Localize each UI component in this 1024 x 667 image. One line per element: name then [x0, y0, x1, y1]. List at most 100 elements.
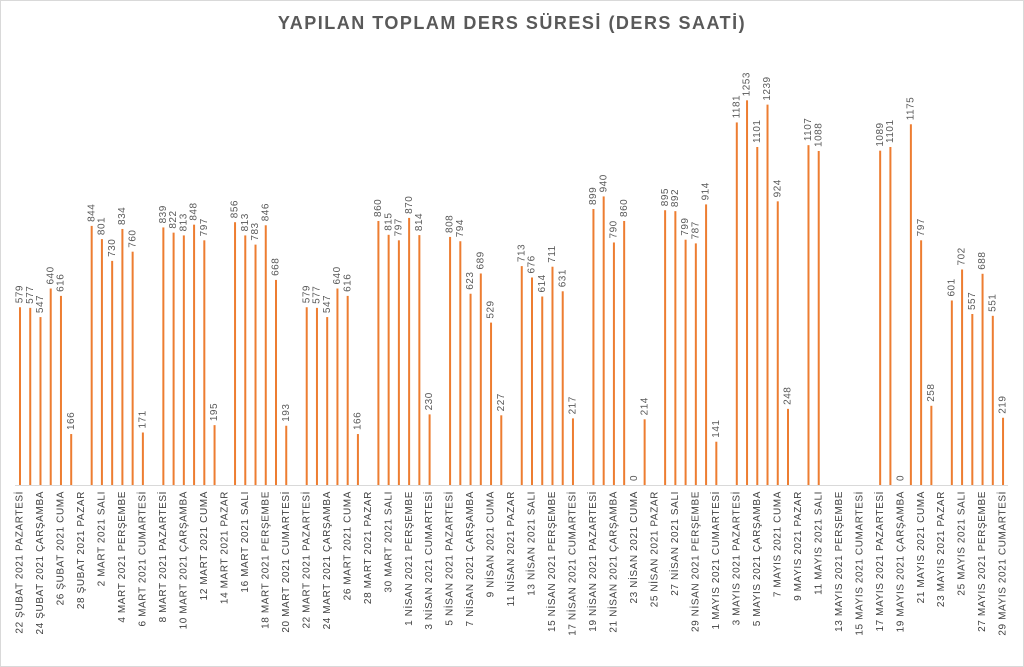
bar	[315, 307, 318, 485]
bar	[694, 243, 697, 485]
bar	[643, 419, 646, 485]
x-tick-label: 8 MART 2021 PAZARTESİ	[156, 491, 169, 622]
x-tick-label: 12 MART 2021 CUMA	[199, 491, 210, 600]
data-label: 797	[916, 218, 927, 236]
data-label: 808	[445, 215, 456, 233]
bar	[408, 217, 411, 485]
data-label: 557	[967, 292, 978, 310]
data-label: 1101	[752, 119, 763, 143]
bar	[961, 269, 964, 485]
bar	[90, 225, 93, 485]
x-tick-label: 3 NİSAN 2021 CUMARTESİ	[422, 491, 435, 630]
bar	[500, 415, 503, 485]
x-tick-label: 27 MAYIS 2021 PERŞEMBE	[977, 491, 988, 632]
data-label: 856	[230, 200, 241, 218]
x-tick-label: 26 ŞUBAT 2021 CUMA	[56, 491, 67, 605]
data-label: 0	[629, 475, 640, 481]
data-label: 801	[97, 217, 108, 235]
bar	[356, 434, 359, 485]
data-label: 214	[639, 397, 650, 415]
x-tick-label: 30 MART 2021 SALI	[383, 491, 394, 593]
x-tick-label: 7 MAYIS 2021 CUMA	[772, 491, 783, 597]
bar	[541, 296, 544, 485]
data-label: 171	[138, 410, 149, 428]
data-label: 1175	[906, 97, 917, 121]
data-label: 1107	[803, 118, 814, 142]
bar	[70, 434, 73, 485]
chart-title: YAPILAN TOPLAM DERS SÜRESİ (DERS SAATİ)	[278, 13, 746, 33]
bar	[49, 288, 52, 485]
data-label: 219	[998, 396, 1009, 414]
data-label: 1089	[875, 122, 886, 146]
bar	[664, 210, 667, 486]
x-tick-label: 7 NİSAN 2021 ÇARŞAMBA	[463, 491, 476, 626]
data-label: 616	[56, 274, 67, 292]
data-label: 640	[45, 266, 56, 284]
data-label: 839	[158, 205, 169, 223]
bar	[305, 307, 308, 485]
data-label: 783	[250, 222, 261, 240]
bar	[807, 145, 810, 485]
bar	[735, 122, 738, 486]
bar	[746, 100, 749, 485]
data-label: 640	[332, 266, 343, 284]
bar	[520, 266, 523, 485]
data-label: 895	[660, 188, 671, 206]
data-label: 258	[926, 384, 937, 402]
bar	[459, 241, 462, 485]
x-tick-label: 9 NİSAN 2021 CUMA	[484, 491, 497, 597]
bar	[428, 414, 431, 485]
data-label: 844	[86, 204, 97, 222]
x-tick-label: 25 MAYIS 2021 SALI	[957, 491, 968, 596]
x-tick-label: 21 NİSAN 2021 ÇARŞAMBA	[607, 491, 620, 633]
data-label: 166	[66, 412, 77, 430]
x-tick-label: 1 NİSAN 2021 PERŞEMBE	[402, 491, 415, 626]
data-label: 631	[557, 269, 568, 287]
x-tick-label: 9 MAYIS 2021 PAZAR	[793, 491, 804, 601]
data-label: 846	[260, 203, 271, 221]
data-label: 547	[35, 295, 46, 313]
bar	[182, 235, 185, 485]
data-label: 870	[404, 196, 415, 214]
bar	[684, 239, 687, 485]
bar	[991, 315, 994, 485]
data-label: 230	[424, 392, 435, 410]
data-label: 227	[496, 393, 507, 411]
x-tick-label: 23 MAYIS 2021 PAZAR	[936, 491, 947, 607]
x-tick-label: 3 MAYIS 2021 PAZARTESİ	[729, 491, 742, 625]
bar	[490, 322, 493, 485]
bar	[592, 209, 595, 485]
data-label: 1101	[885, 119, 896, 143]
x-tick-label: 14 MART 2021 PAZAR	[219, 491, 230, 604]
bar	[234, 222, 237, 485]
data-label: 668	[271, 258, 282, 276]
bar	[1002, 417, 1005, 485]
data-label: 1088	[813, 123, 824, 147]
data-label: 797	[199, 218, 210, 236]
data-label: 579	[301, 285, 312, 303]
bar	[397, 240, 400, 485]
bar	[674, 211, 677, 485]
data-label: 848	[189, 202, 200, 220]
data-label: 815	[383, 213, 394, 231]
x-tick-label: 17 MAYIS 2021 PAZARTESİ	[873, 491, 886, 632]
x-tick-label: 5 NİSAN 2021 PAZARTESİ	[443, 491, 456, 626]
x-tick-label: 11 NİSAN 2021 PAZAR	[504, 491, 517, 607]
data-label: 689	[475, 251, 486, 269]
x-tick-label: 13 NİSAN 2021 SALI	[525, 491, 538, 596]
data-label: 195	[209, 403, 220, 421]
data-label: 814	[414, 213, 425, 231]
x-tick-label: 17 NİSAN 2021 CUMARTESİ	[566, 491, 579, 636]
data-label: 940	[598, 174, 609, 192]
bar	[213, 425, 216, 485]
x-tick-label: 29 MAYIS 2021 CUMARTESİ	[996, 491, 1009, 636]
bar	[141, 432, 144, 485]
data-label: 248	[783, 387, 794, 405]
data-label: 799	[680, 218, 691, 236]
bar	[264, 225, 267, 485]
bar	[387, 234, 390, 485]
data-label: 676	[527, 255, 538, 273]
